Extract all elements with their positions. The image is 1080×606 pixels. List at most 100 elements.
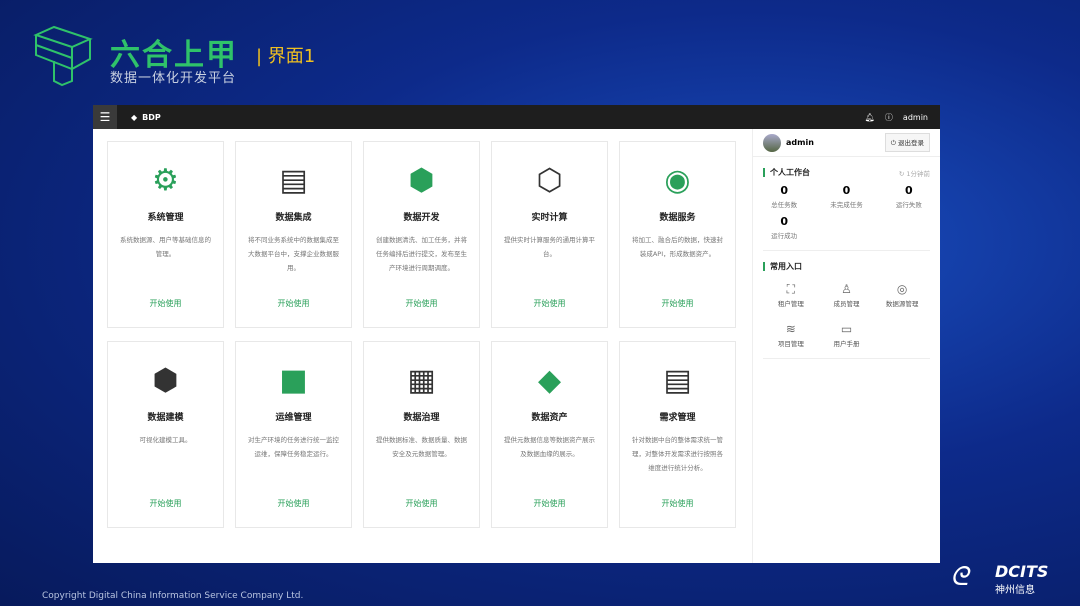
- section-marker: [763, 168, 765, 177]
- workbench-title: 个人工作台: [770, 168, 810, 177]
- module-desc: 创建数据清洗、加工任务，并将任务编排后进行提交，发布至生产环境进行周期调度。: [376, 236, 467, 272]
- dcits-swirl-icon: ᘓ: [950, 562, 969, 592]
- logout-button[interactable]: ⏻ 退出登录: [884, 133, 930, 152]
- start-button[interactable]: 开始使用: [661, 299, 694, 308]
- dcits-cn: 神州信息: [995, 585, 1035, 596]
- stat-item: 0 总任务数: [753, 184, 815, 209]
- start-button[interactable]: 开始使用: [277, 499, 310, 508]
- manual-icon: ▭: [840, 322, 853, 336]
- start-button[interactable]: 开始使用: [533, 299, 566, 308]
- shortcut-link[interactable]: ≋ 项目管理: [763, 322, 819, 348]
- shortcut-label: 数据源管理: [885, 300, 919, 308]
- module-title: 数据治理: [403, 413, 440, 423]
- help-icon[interactable]: ⓘ: [884, 112, 893, 122]
- shortcut-label: 租户管理: [777, 300, 804, 308]
- stat-label: 未完成任务: [830, 201, 863, 209]
- logout-label: 退出登录: [898, 139, 924, 147]
- module-desc: 将加工、融合后的数据，快速封装成API，形成数据资产。: [632, 236, 723, 258]
- module-icon: ▤: [279, 162, 308, 198]
- module-desc: 系统数据源、用户等基础信息的管理。: [120, 236, 211, 258]
- module-title: 数据服务: [659, 213, 696, 223]
- module-card[interactable]: ◆ 数据资产 提供元数据信息等数据资产展示及数据血缘的展示。 开始使用: [491, 341, 608, 528]
- module-icon: ■: [279, 362, 308, 398]
- shortcut-label: 用户手册: [833, 340, 860, 348]
- brand-subtitle: 数据一体化开发平台: [110, 71, 237, 86]
- refresh-button[interactable]: ↻ 1分钟前: [899, 168, 930, 178]
- module-title: 数据开发: [403, 213, 440, 223]
- module-title: 需求管理: [659, 413, 696, 423]
- module-card[interactable]: ◉ 数据服务 将加工、融合后的数据，快速封装成API，形成数据资产。 开始使用: [619, 141, 736, 328]
- stat-value: 0: [842, 184, 851, 197]
- module-title: 实时计算: [531, 213, 568, 223]
- stat-item: 0 运行失败: [878, 184, 940, 209]
- start-button[interactable]: 开始使用: [149, 499, 182, 508]
- right-panel: admin ⏻ 退出登录 个人工作台 ↻ 1分钟前 0 总任务数 0 未完成任务 0 运行失…: [752, 129, 940, 563]
- refresh-time: 1分钟前: [906, 169, 930, 178]
- module-icon: ⬡: [536, 162, 563, 198]
- divider: [763, 250, 930, 251]
- stat-item: 0 未完成任务: [815, 184, 877, 209]
- module-card[interactable]: ⚙ 系统管理 系统数据源、用户等基础信息的管理。 开始使用: [107, 141, 224, 328]
- stat-label: 总任务数: [771, 201, 798, 209]
- module-title: 数据集成: [275, 213, 312, 223]
- section-marker: [763, 262, 765, 271]
- module-card[interactable]: ■ 运维管理 对生产环境的任务进行统一监控运维，保障任务稳定运行。 开始使用: [235, 341, 352, 528]
- shortcut-link[interactable]: ◎ 数据源管理: [874, 282, 930, 308]
- shortcut-link[interactable]: ▭ 用户手册: [819, 322, 875, 348]
- start-button[interactable]: 开始使用: [405, 499, 438, 508]
- start-button[interactable]: 开始使用: [149, 299, 182, 308]
- shortcut-label: 项目管理: [777, 340, 804, 348]
- module-icon: ⚙: [152, 162, 179, 198]
- avatar: [763, 133, 781, 152]
- start-button[interactable]: 开始使用: [277, 299, 310, 308]
- module-icon: ◉: [664, 162, 691, 198]
- module-desc: 提供元数据信息等数据资产展示及数据血缘的展示。: [504, 436, 595, 458]
- cube-icon: ◆: [131, 112, 138, 122]
- stat-label: 运行成功: [771, 232, 798, 240]
- username: admin: [786, 138, 814, 147]
- module-card[interactable]: ⬢ 数据建模 可视化建模工具。 开始使用: [107, 341, 224, 528]
- shortcut-link[interactable]: ⛶ 租户管理: [763, 282, 819, 308]
- module-title: 数据建模: [147, 413, 184, 423]
- tenant-icon: ⛶: [786, 282, 796, 296]
- stat-value: 0: [904, 184, 913, 197]
- module-title: 系统管理: [147, 213, 184, 223]
- module-desc: 针对数据中台的整体需求统一管理，对整体开发需求进行按照各维度进行统计分析。: [632, 436, 723, 472]
- stat-value: 0: [780, 215, 788, 228]
- module-card[interactable]: ▦ 数据治理 提供数据标准、数据质量、数据安全及元数据管理。 开始使用: [363, 341, 480, 528]
- layers-icon: ≋: [785, 322, 796, 336]
- start-button[interactable]: 开始使用: [405, 299, 438, 308]
- module-grid: ⚙ 系统管理 系统数据源、用户等基础信息的管理。 开始使用 ▤ 数据集成 将不同业…: [107, 141, 736, 528]
- module-desc: 将不同业务系统中的数据集成至大数据平台中，支撑企业数据服用。: [248, 236, 339, 272]
- app-home-link[interactable]: ◆ BDP: [131, 113, 161, 122]
- start-button[interactable]: 开始使用: [661, 499, 694, 508]
- dcits-text: DCITS: [995, 562, 1049, 581]
- power-icon: ⏻: [890, 139, 898, 147]
- stat-label: 运行失败: [895, 201, 922, 209]
- module-desc: 提供数据标准、数据质量、数据安全及元数据管理。: [376, 436, 467, 458]
- module-desc: 可视化建模工具。: [139, 436, 192, 444]
- module-title: 运维管理: [275, 413, 312, 423]
- module-icon: ▤: [663, 362, 692, 398]
- stat-value: 0: [780, 184, 788, 197]
- module-icon: ⬢: [408, 162, 435, 198]
- module-card[interactable]: ⬡ 实时计算 提供实时计算服务的通用计算平台。 开始使用: [491, 141, 608, 328]
- module-desc: 对生产环境的任务进行统一监控运维，保障任务稳定运行。: [248, 436, 339, 458]
- bell-icon[interactable]: 🔔︎: [864, 112, 875, 122]
- start-button[interactable]: 开始使用: [533, 499, 566, 508]
- shortcut-label: 成员管理: [833, 300, 860, 308]
- top-bar: ☰ ◆ BDP 🔔︎ ⓘ admin: [93, 105, 940, 129]
- app-name: BDP: [142, 112, 161, 122]
- module-card[interactable]: ▤ 数据集成 将不同业务系统中的数据集成至大数据平台中，支撑企业数据服用。 开始…: [235, 141, 352, 328]
- screen-label: | 界面1: [256, 46, 316, 67]
- user-menu[interactable]: admin: [902, 112, 928, 122]
- shortcut-links: ⛶ 租户管理 ♙ 成员管理 ◎ 数据源管理 ≋ 项目管理 ▭ 用户手册: [763, 272, 930, 359]
- module-card[interactable]: ▤ 需求管理 针对数据中台的整体需求统一管理，对整体开发需求进行按照各维度进行统…: [619, 341, 736, 528]
- module-icon: ⬢: [152, 362, 179, 398]
- user-icon: ♙: [841, 282, 852, 296]
- module-card[interactable]: ⬢ 数据开发 创建数据清洗、加工任务，并将任务编排后进行提交，发布至生产环境进行…: [363, 141, 480, 328]
- shortcut-link[interactable]: ♙ 成员管理: [819, 282, 875, 308]
- hamburger-icon[interactable]: ☰: [93, 105, 117, 129]
- stats: 0 总任务数 0 未完成任务 0 运行失败 0 运行成功: [753, 178, 940, 240]
- brand-logo-icon: [33, 25, 93, 87]
